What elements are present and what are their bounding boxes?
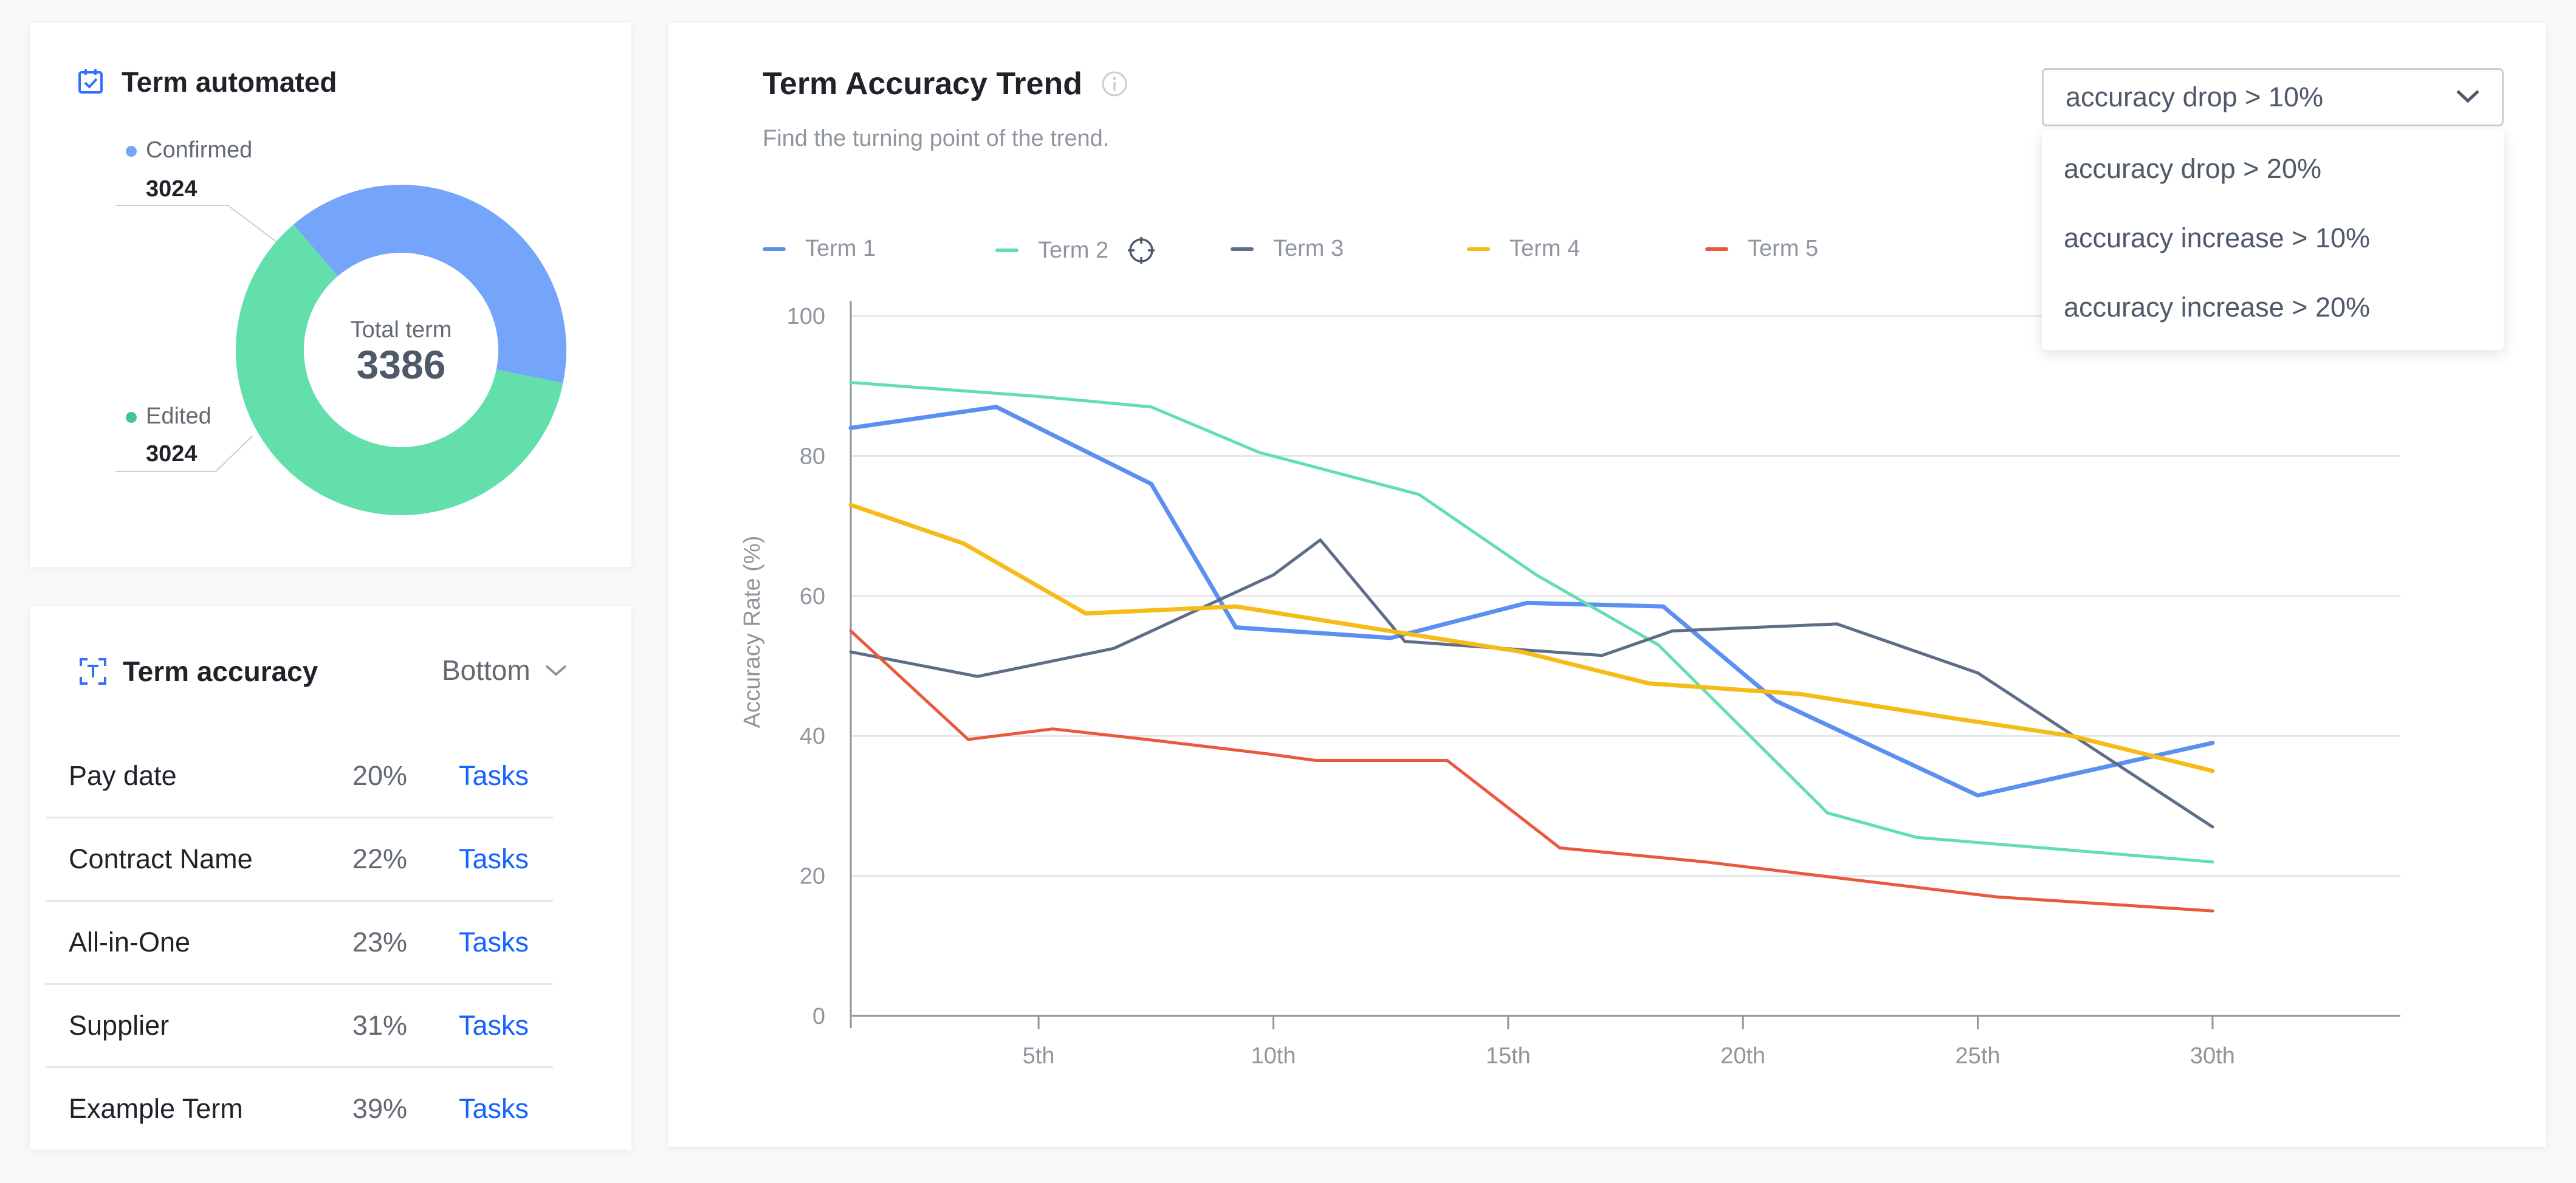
turning-point-select[interactable]: accuracy drop > 10% bbox=[2042, 68, 2504, 126]
legend-swatch bbox=[763, 247, 786, 251]
y-tick-label: 40 bbox=[800, 724, 825, 749]
series-line-term-4 bbox=[848, 502, 2215, 773]
trend-subtitle: Find the turning point of the trend. bbox=[763, 126, 1110, 151]
crosshair-icon[interactable] bbox=[1127, 236, 1156, 265]
y-tick-label: 0 bbox=[812, 1004, 825, 1029]
term-accuracy-card bbox=[30, 606, 631, 1150]
sort-select-value: Bottom bbox=[442, 654, 531, 686]
term-name: All-in-One bbox=[69, 927, 191, 958]
sort-select[interactable]: Bottom bbox=[442, 654, 568, 687]
series-line-term-5 bbox=[849, 629, 2214, 913]
confirmed-dot bbox=[126, 146, 137, 157]
x-tick-label: 15th bbox=[1486, 1043, 1531, 1069]
series-line-term-2 bbox=[849, 380, 2214, 864]
legend-swatch bbox=[1231, 247, 1254, 251]
confirmed-value: 3024 bbox=[146, 176, 197, 202]
legend-swatch bbox=[1467, 247, 1490, 251]
dropdown-option[interactable]: accuracy drop > 20% bbox=[2064, 153, 2321, 184]
donut-segment-edited[interactable] bbox=[236, 224, 563, 516]
edited-value: 3024 bbox=[146, 441, 197, 467]
x-tick-label: 10th bbox=[1251, 1043, 1296, 1069]
y-tick-label: 80 bbox=[800, 444, 825, 469]
table-row: All-in-One 23% Tasks bbox=[46, 902, 553, 985]
y-tick-label: 20 bbox=[800, 864, 825, 890]
term-accuracy-title: Term accuracy bbox=[123, 656, 318, 687]
legend-term-5[interactable]: Term 5 bbox=[1705, 236, 1818, 262]
edited-dot bbox=[126, 412, 137, 423]
trend-title: Term Accuracy Trend bbox=[763, 66, 1082, 101]
term-percentage: 39% bbox=[352, 1093, 407, 1124]
term-percentage: 20% bbox=[352, 760, 407, 791]
legend-label: Term 5 bbox=[1748, 236, 1819, 261]
term-accuracy-table: Pay date 20% Tasks Contract Name 22% Tas… bbox=[46, 735, 553, 1150]
y-tick-label: 100 bbox=[787, 304, 825, 329]
term-automated-title: Term automated bbox=[122, 66, 337, 98]
edited-leader-line bbox=[115, 436, 253, 472]
legend-label: Term 3 bbox=[1273, 236, 1344, 261]
confirmed-leader-line bbox=[115, 205, 277, 242]
confirmed-label: Confirmed bbox=[146, 137, 253, 163]
dropdown-option[interactable]: accuracy increase > 20% bbox=[2064, 292, 2371, 323]
term-name: Pay date bbox=[69, 760, 177, 791]
text-scan-icon bbox=[80, 658, 106, 685]
tasks-link[interactable]: Tasks bbox=[458, 927, 529, 958]
term-automated-donut bbox=[115, 185, 566, 516]
legend-label: Term 1 bbox=[805, 236, 876, 261]
term-percentage: 22% bbox=[352, 843, 407, 874]
series-line-term-1 bbox=[848, 405, 2215, 798]
dropdown-option[interactable]: accuracy increase > 10% bbox=[2064, 222, 2371, 253]
y-tick-label: 60 bbox=[800, 584, 825, 609]
legend-label: Term 4 bbox=[1510, 236, 1581, 261]
turning-point-dropdown-menu: accuracy drop > 20% accuracy increase > … bbox=[2042, 130, 2504, 350]
donut-segment-confirmed[interactable] bbox=[293, 185, 566, 383]
donut-center-value: 3386 bbox=[356, 342, 446, 387]
tasks-link[interactable]: Tasks bbox=[458, 760, 529, 791]
info-icon[interactable] bbox=[1101, 70, 1128, 97]
x-tick-label: 5th bbox=[1023, 1043, 1055, 1069]
table-row: Contract Name 22% Tasks bbox=[46, 818, 553, 902]
table-row: Pay date 20% Tasks bbox=[46, 735, 553, 818]
x-tick-label: 30th bbox=[2190, 1043, 2235, 1069]
legend-swatch bbox=[1705, 247, 1728, 251]
chevron-down-icon bbox=[545, 665, 567, 676]
legend-term-3[interactable]: Term 3 bbox=[1231, 236, 1344, 262]
table-row: Example Term 39% Tasks bbox=[46, 1068, 553, 1150]
x-tick-label: 25th bbox=[1956, 1043, 2001, 1069]
legend-label: Term 2 bbox=[1038, 237, 1109, 263]
legend-swatch bbox=[995, 249, 1018, 252]
term-name: Example Term bbox=[69, 1093, 243, 1124]
tasks-link[interactable]: Tasks bbox=[458, 843, 529, 874]
checkbox-calendar-icon bbox=[78, 69, 103, 94]
legend-term-4[interactable]: Term 4 bbox=[1467, 236, 1580, 262]
tasks-link[interactable]: Tasks bbox=[458, 1010, 529, 1041]
table-row: Supplier 31% Tasks bbox=[46, 985, 553, 1068]
x-tick-label: 20th bbox=[1720, 1043, 1765, 1069]
turning-point-select-value: accuracy drop > 10% bbox=[2066, 81, 2323, 112]
term-percentage: 31% bbox=[352, 1010, 407, 1041]
legend-term-2[interactable]: Term 2 bbox=[995, 236, 1156, 265]
chevron-down-icon bbox=[2456, 90, 2479, 103]
legend-term-1[interactable]: Term 1 bbox=[763, 236, 876, 262]
term-percentage: 23% bbox=[352, 927, 407, 958]
edited-label: Edited bbox=[146, 403, 211, 429]
series-line-term-3 bbox=[849, 538, 2214, 829]
tasks-link[interactable]: Tasks bbox=[458, 1093, 529, 1124]
y-axis-label: Accuracy Rate (%) bbox=[740, 536, 765, 729]
term-name: Supplier bbox=[69, 1010, 170, 1041]
term-name: Contract Name bbox=[69, 843, 253, 874]
donut-center-label: Total term bbox=[350, 317, 452, 343]
